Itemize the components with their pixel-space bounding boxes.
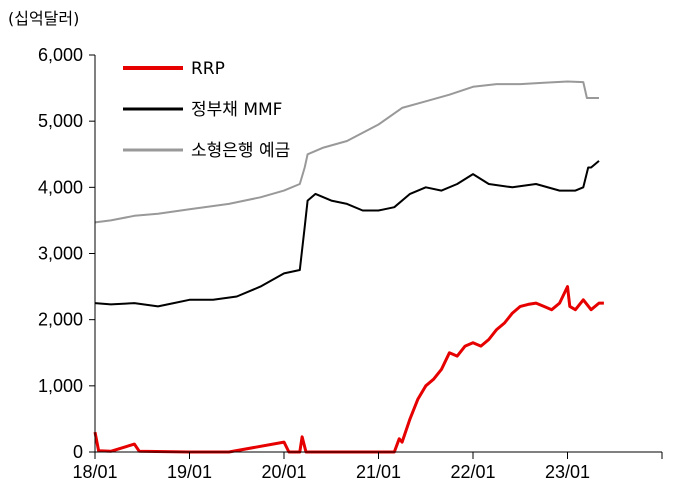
plot-area (93, 80, 604, 454)
y-tick-label: 4,000 (38, 177, 83, 197)
x-tick-label: 23/01 (545, 462, 590, 482)
legend-label: 정부채 MMF (191, 100, 282, 120)
y-tick-label: 0 (73, 442, 83, 462)
y-tick-label: 6,000 (38, 45, 83, 65)
x-tick-label: 21/01 (356, 462, 401, 482)
x-tick-label: 20/01 (261, 462, 306, 482)
y-tick-label: 1,000 (38, 376, 83, 396)
y-tick-label: 2,000 (38, 310, 83, 330)
y-tick-label: 5,000 (38, 111, 83, 131)
axes: 0 1,000 2,000 3,000 4,000 5,000 6,000 18/01 19/0… (38, 45, 663, 482)
legend: RRP 정부채 MMF 소형은행 예금 (123, 59, 290, 161)
series-line (94, 80, 599, 224)
x-tick-label: 19/01 (167, 462, 212, 482)
x-tick-label: 18/01 (72, 462, 117, 482)
legend-label: 소형은행 예금 (191, 141, 290, 161)
y-tick-label: 3,000 (38, 244, 83, 264)
series-line (93, 285, 604, 454)
legend-label: RRP (191, 59, 225, 79)
series-line (94, 160, 600, 308)
unit-label: (십억달러) (8, 9, 79, 28)
x-tick-label: 22/01 (450, 462, 495, 482)
